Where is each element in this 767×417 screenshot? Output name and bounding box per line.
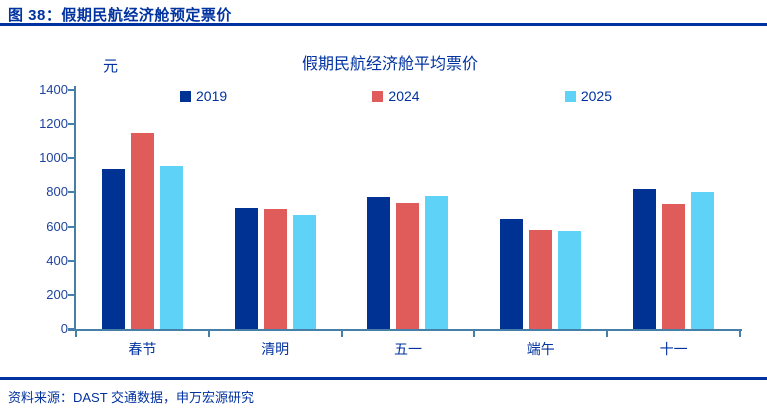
legend-swatch-2025 (564, 90, 576, 102)
y-axis-tick-0 (68, 328, 74, 330)
bar-group-清明 (209, 90, 342, 329)
bar-2019-五一 (367, 196, 391, 329)
legend-label-2024: 2024 (388, 88, 420, 104)
y-axis-unit-label: 元 (103, 58, 119, 75)
bar-2019-端午 (500, 218, 524, 329)
category-label-清明: 清明 (261, 341, 290, 357)
bar-group-春节 (76, 90, 209, 329)
x-axis-tick-5 (739, 331, 741, 337)
legend-label-2025: 2025 (580, 88, 612, 104)
bar-2025-春节 (159, 166, 183, 329)
x-axis-line (68, 329, 742, 331)
legend-item-2024: 2024 (372, 88, 420, 104)
bar-2019-十一 (633, 189, 657, 329)
y-axis-label-600: 600 (46, 218, 68, 234)
y-axis-tick-800 (68, 191, 74, 194)
figure-title: 图 38：假期民航经济舱预定票价 (8, 7, 232, 24)
bar-2024-端午 (529, 230, 553, 329)
bar-2024-十一 (662, 203, 686, 329)
y-axis-label-1400: 1400 (39, 82, 68, 97)
category-label-端午: 端午 (526, 341, 555, 357)
x-axis-tick-3 (473, 331, 476, 337)
bar-2019-春节 (101, 169, 125, 329)
header-rule (0, 23, 767, 26)
bar-2024-春节 (130, 132, 154, 329)
bar-group-五一 (342, 90, 475, 329)
bars-container (76, 90, 740, 329)
bar-2025-五一 (425, 195, 449, 329)
bar-2025-清明 (292, 214, 316, 329)
y-axis-tick-1400 (68, 89, 74, 91)
bar-2025-十一 (691, 191, 715, 329)
y-axis-line (74, 86, 76, 331)
source-note: 资料来源：DAST 交通数据，申万宏源研究 (8, 390, 255, 405)
legend-swatch-2019 (180, 90, 191, 102)
y-axis-label-0: 0 (60, 321, 68, 336)
plot-area: 春节 清明 五一 端午 十一 0 200 400 600 800 1000 1200 1400 (39, 82, 742, 357)
category-label-春节: 春节 (128, 341, 157, 357)
y-axis-tick-400 (68, 259, 74, 262)
legend-swatch-2024 (372, 90, 384, 102)
bar-2024-五一 (396, 202, 420, 329)
bar-group-十一 (607, 90, 740, 329)
bar-group-端午 (474, 90, 607, 329)
y-axis-label-400: 400 (46, 252, 68, 268)
y-axis-label-800: 800 (46, 184, 68, 200)
bar-2025-端午 (558, 230, 582, 329)
y-axis-label-1000: 1000 (39, 150, 68, 166)
bar-2019-清明 (234, 207, 258, 329)
y-axis-tick-200 (68, 293, 74, 296)
category-label-十一: 十一 (659, 341, 688, 357)
x-axis-tick-1 (207, 331, 210, 337)
legend-item-2025: 2025 (564, 88, 612, 104)
footer-rule (0, 377, 767, 380)
bar-2024-清明 (263, 208, 287, 329)
legend-label-2019: 2019 (196, 88, 228, 104)
category-label-五一: 五一 (393, 341, 422, 357)
y-axis-tick-600 (68, 225, 74, 228)
chart-title: 假期民航经济舱平均票价 (301, 56, 478, 73)
chart-legend: 2019 2024 2025 (180, 88, 612, 104)
y-axis-label-200: 200 (46, 286, 68, 302)
x-axis-tick-0 (75, 331, 77, 337)
x-axis-category-labels: 春节 清明 五一 端午 十一 (76, 339, 740, 359)
x-axis-tick-2 (340, 331, 343, 337)
y-axis-tick-1200 (68, 123, 74, 126)
y-axis-tick-1000 (68, 157, 74, 160)
legend-item-2019: 2019 (180, 88, 227, 104)
x-axis-tick-4 (606, 331, 609, 337)
y-axis-label-1200: 1200 (39, 116, 68, 132)
